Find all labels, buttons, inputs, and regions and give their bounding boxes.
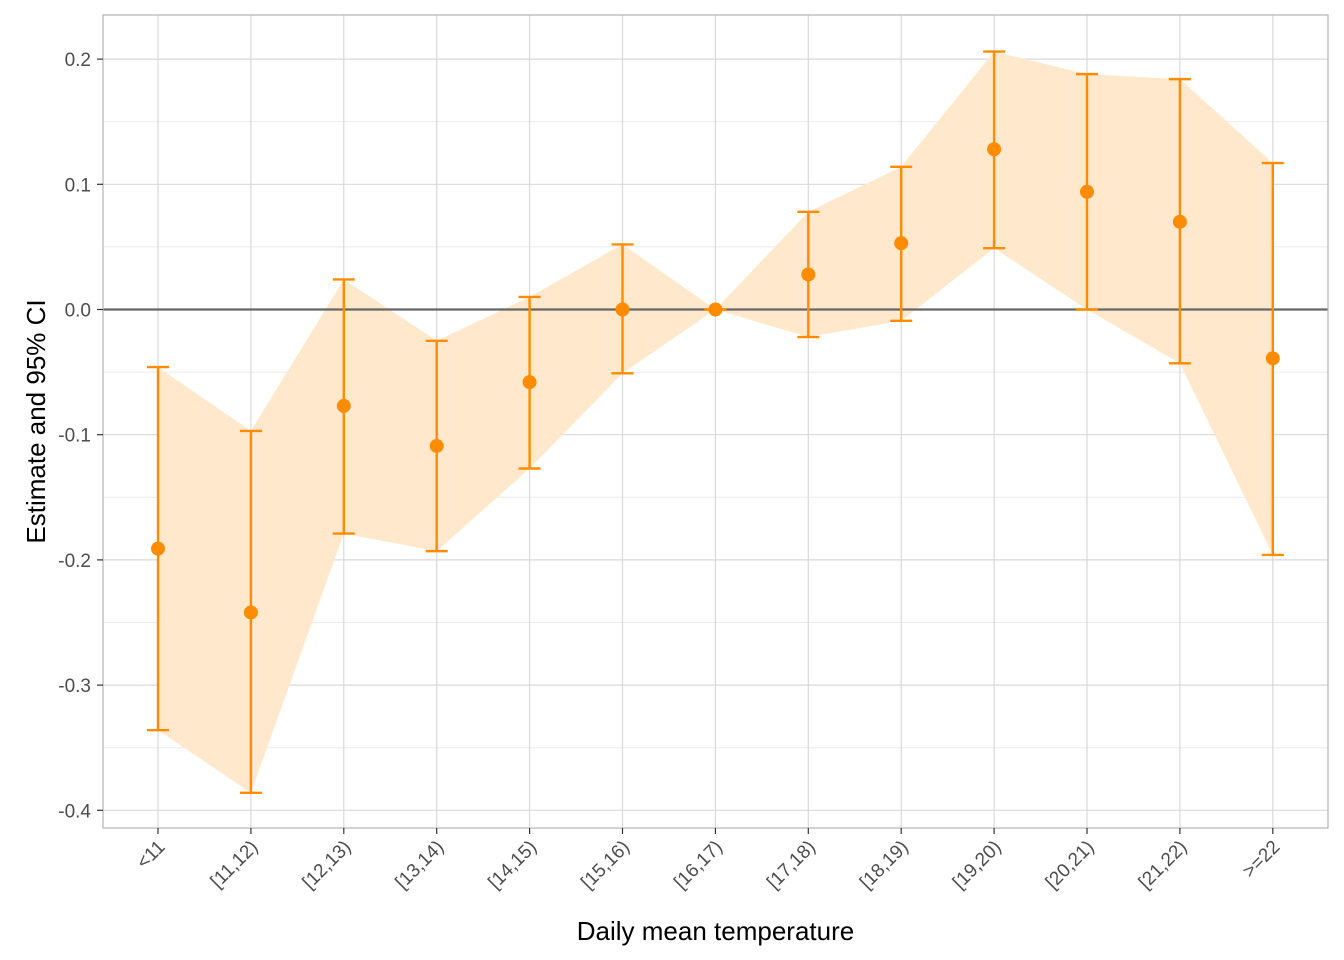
- x-axis-title: Daily mean temperature: [577, 916, 854, 946]
- estimate-point: [243, 605, 258, 620]
- estimate-point: [1172, 214, 1187, 229]
- y-tick-label: -0.4: [58, 801, 91, 822]
- estimate-point: [1080, 184, 1094, 199]
- y-tick-label: -0.1: [58, 426, 91, 447]
- estimate-point: [615, 302, 630, 317]
- estimate-point: [151, 541, 165, 556]
- estimate-point: [987, 142, 1002, 157]
- y-tick-label: 0.1: [65, 175, 91, 196]
- estimate-point: [522, 375, 537, 390]
- estimate-point: [708, 302, 723, 317]
- estimate-point: [1265, 351, 1280, 366]
- estimate-point: [429, 438, 444, 453]
- estimate-points: [151, 142, 1280, 620]
- estimate-point: [894, 236, 909, 251]
- y-tick-label: 0.0: [65, 301, 91, 322]
- y-tick-label: 0.2: [65, 50, 91, 71]
- y-tick-label: -0.2: [58, 551, 91, 572]
- y-tick-label: -0.3: [58, 676, 91, 697]
- estimate-point: [801, 267, 816, 282]
- y-axis-ticks: 0.2 0.1 0.0 -0.1 -0.2 -0.3 -0.4: [58, 50, 103, 822]
- estimate-point: [336, 398, 351, 413]
- y-axis-title: Estimate and 95% CI: [21, 299, 51, 543]
